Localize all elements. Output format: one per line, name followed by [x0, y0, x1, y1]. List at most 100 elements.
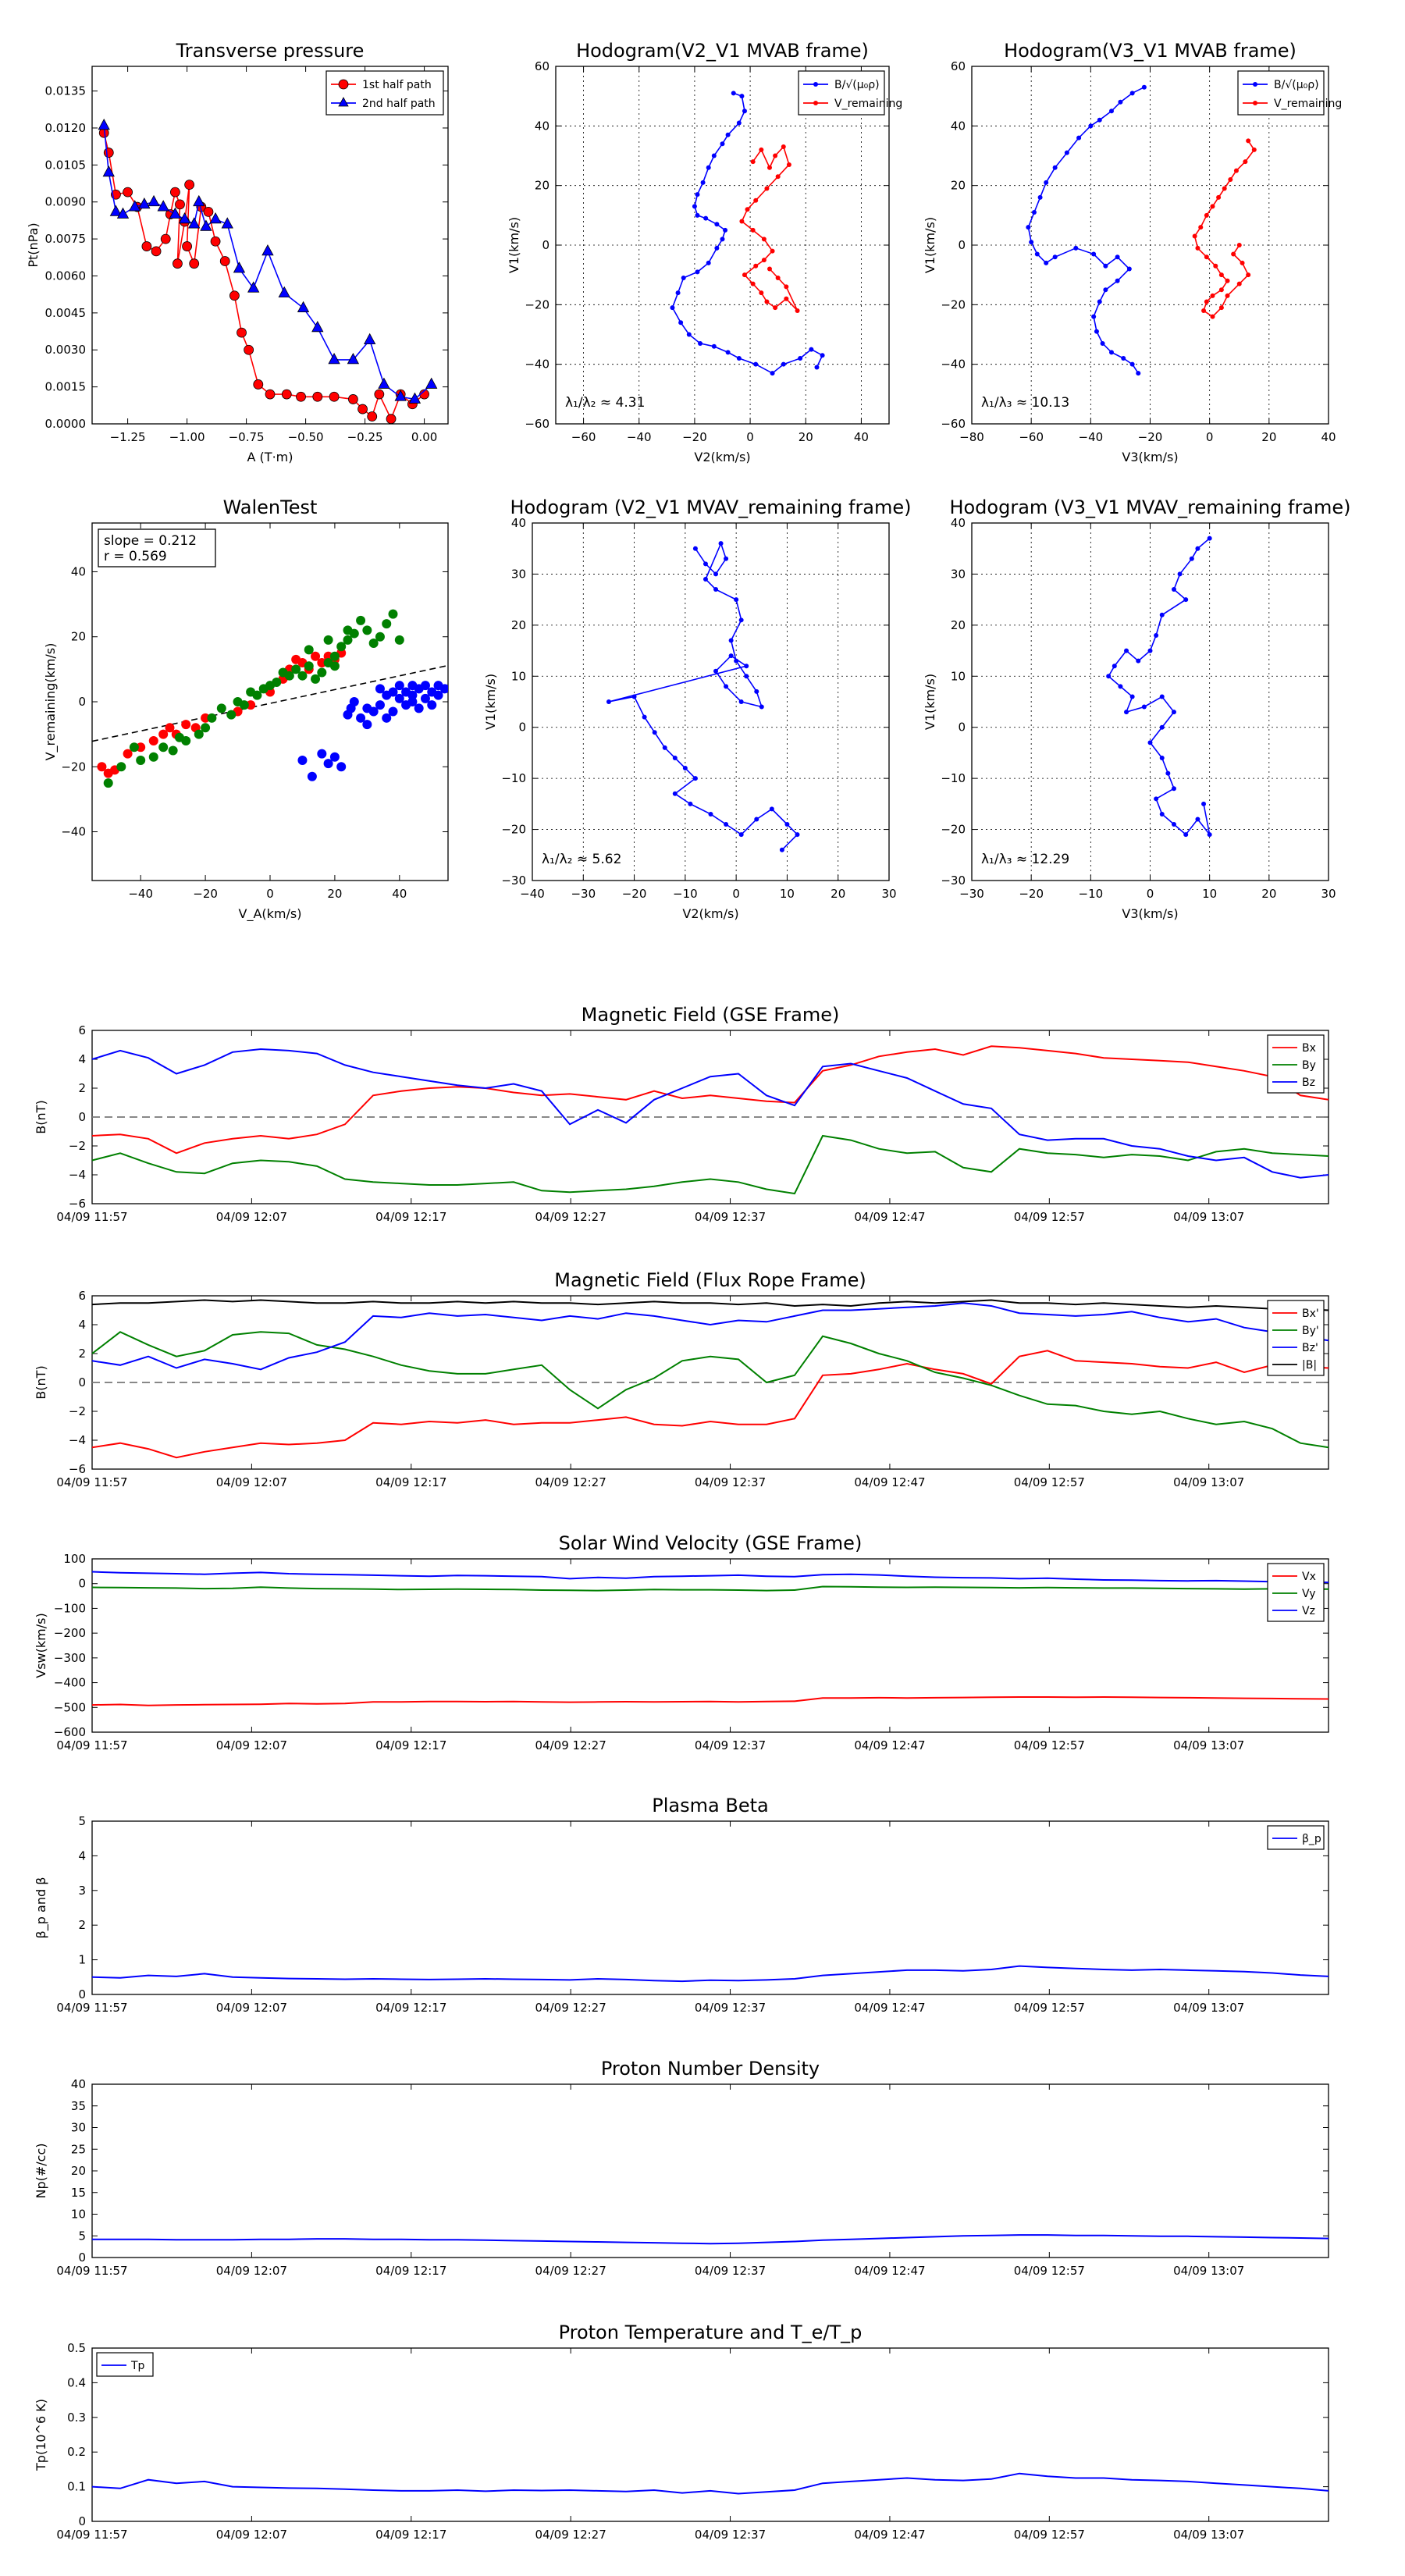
walen-data-point [388, 706, 398, 717]
tp2-legend [96, 2352, 154, 2377]
vsw-series-line-1 [91, 1585, 1329, 1592]
walen-data-point [116, 762, 126, 772]
h3-y-tick-label: −20 [501, 823, 526, 837]
walen-data-point [343, 625, 353, 635]
bfr-x-tick-label: 04/09 12:37 [695, 1475, 766, 1489]
h2-x-tick-label: 20 [1261, 430, 1276, 444]
h3-data-point [759, 704, 764, 710]
bfr-x-tick-label: 04/09 12:57 [1014, 1475, 1085, 1489]
walen-data-point [194, 729, 204, 739]
walen-data-point [239, 700, 249, 710]
h1-data-point [703, 215, 709, 221]
h4-y-tick-label: −10 [941, 771, 966, 785]
h3-x-tick-label: 0 [732, 887, 740, 901]
h4-y-axis-label: V1(km/s) [923, 674, 937, 730]
np-x-tick-label: 04/09 12:17 [375, 2264, 446, 2278]
h1-data-point [786, 162, 791, 167]
beta-series-line-0 [91, 1965, 1329, 1983]
h3-data-point [724, 556, 729, 561]
h3-data-point [708, 811, 713, 817]
h4-y-tick-label: 10 [951, 669, 966, 683]
h2-data-point [1236, 281, 1242, 286]
walen-data-point [375, 684, 385, 694]
walen-data-point [181, 735, 191, 745]
h1-data-point [711, 343, 717, 349]
h2-series-line-0 [1027, 86, 1145, 374]
h3-y-axis-label: V1(km/s) [483, 674, 498, 730]
beta-x-tick-label: 04/09 12:47 [854, 2001, 925, 2015]
tp-data-point [328, 353, 340, 365]
h3-data-point [728, 638, 734, 643]
h2-x-tick-label: −20 [1138, 430, 1163, 444]
h4-x-tick-label: 0 [1147, 887, 1154, 901]
bgse-y-tick-label: 2 [78, 1081, 86, 1095]
tp2-x-tick-label: 04/09 12:57 [1014, 2528, 1085, 2542]
h1-data-point [753, 263, 759, 269]
h3-x-tick-label: −10 [673, 887, 698, 901]
h1-data-point [725, 132, 731, 137]
bfr-x-tick-label: 04/09 12:07 [216, 1475, 287, 1489]
h1-x-tick-label: −20 [682, 430, 707, 444]
walen-data-point [407, 690, 418, 700]
h1-plot-frame [555, 66, 890, 425]
h1-data-point [759, 147, 764, 152]
tp-data-point [244, 344, 254, 355]
tp-y-tick-label: 0.0105 [45, 158, 87, 172]
h3-data-point [631, 694, 637, 699]
np-x-tick-label: 04/09 12:57 [1014, 2264, 1085, 2278]
np-y-tick-label: 15 [71, 2186, 86, 2200]
walen-data-point [97, 762, 107, 772]
h1-legend-label: B/√(μ₀ρ) [834, 79, 880, 91]
tp-data-point [247, 281, 260, 293]
h2-data-point [1052, 254, 1058, 260]
tp2-plot-frame [91, 2347, 1329, 2522]
walen-data-point [129, 742, 139, 753]
tp-data-point [297, 301, 310, 312]
walen-data-point [158, 729, 169, 739]
walen-data-point [433, 690, 443, 700]
bfr-series-line-3 [91, 1299, 1329, 1311]
vsw-y-tick-label: −100 [54, 1601, 86, 1615]
walen-data-point [394, 693, 404, 703]
tp-y-axis-label: Pt(nPa) [26, 222, 41, 267]
tp2-title: Proton Temperature and T_e/T_p [559, 2322, 863, 2343]
h4-series-line-0 [1108, 537, 1211, 836]
tp-data-point [278, 286, 290, 297]
h4-y-tick-label: −30 [941, 873, 966, 888]
h2-data-point [1076, 135, 1082, 141]
h1-data-point [795, 308, 800, 313]
walen-info-line: slope = 0.212 [104, 533, 197, 549]
h1-data-point [770, 371, 775, 376]
h2-data-point [1240, 260, 1245, 265]
h1-data-point [725, 350, 731, 355]
tp-data-point [182, 241, 193, 251]
h3-y-tick-label: 20 [511, 618, 526, 632]
h4-annotation: λ₁/λ₃ ≈ 12.29 [981, 852, 1069, 867]
tp-x-axis-label: A (T·m) [247, 450, 293, 464]
h4-data-point [1154, 632, 1159, 638]
h1-data-point [761, 258, 767, 263]
walen-x-tick-label: 0 [266, 887, 274, 901]
h2-data-point [1088, 123, 1094, 129]
h4-data-point [1159, 811, 1165, 817]
vsw-legend [1267, 1563, 1325, 1622]
h3-data-point [784, 822, 790, 827]
h1-data-point [809, 347, 814, 352]
tp-data-point [138, 197, 151, 209]
h3-x-tick-label: −20 [622, 887, 647, 901]
walen-data-point [323, 635, 333, 645]
tp-data-point [281, 389, 292, 400]
bfr-y-tick-label: 6 [78, 1289, 86, 1303]
h2-data-point [1204, 299, 1209, 304]
bfr-y-tick-label: 2 [78, 1347, 86, 1361]
h4-data-point [1129, 694, 1135, 699]
h3-data-point [738, 832, 744, 838]
h3-data-point [734, 658, 739, 664]
walen-data-point [297, 755, 308, 765]
walen-data-point [136, 742, 146, 753]
walen-data-point [136, 755, 146, 765]
h1-data-point [750, 159, 756, 165]
h2-data-point [1129, 361, 1135, 367]
bfr-x-tick-label: 04/09 12:47 [854, 1475, 925, 1489]
